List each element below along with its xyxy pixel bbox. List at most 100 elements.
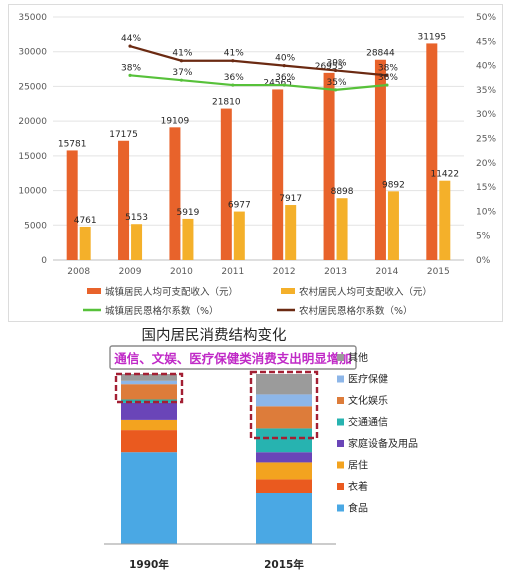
stack-segment-7 bbox=[256, 374, 312, 395]
y-right-tick-label: 40% bbox=[476, 62, 496, 72]
y-left-tick-label: 5000 bbox=[24, 221, 47, 231]
callout-text: 通信、文娱、医疗保健类消费支出明显增加 bbox=[114, 351, 352, 366]
y-right-tick-label: 0% bbox=[476, 256, 491, 266]
bar-data-label: 7917 bbox=[279, 194, 302, 204]
line-data-label: 36% bbox=[378, 73, 398, 83]
line-data-label: 36% bbox=[275, 73, 295, 83]
stack-segment-0 bbox=[121, 452, 177, 544]
legend-swatch bbox=[337, 397, 344, 404]
income-engel-chart-panel: 0 5000 10000 15000 20000 25000 30000 35000 0% 5% 1… bbox=[8, 4, 503, 322]
line-data-label: 39% bbox=[327, 58, 347, 68]
x-tick-label: 2013 bbox=[324, 267, 347, 277]
line-point bbox=[333, 68, 338, 73]
bar-rural-income bbox=[439, 180, 451, 260]
y-left-tick-label: 15000 bbox=[18, 152, 47, 162]
legend-swatch bbox=[337, 440, 344, 447]
line-point bbox=[333, 88, 338, 92]
bar-data-label: 4761 bbox=[74, 216, 97, 226]
line-data-label: 36% bbox=[224, 73, 244, 83]
legend-swatch bbox=[337, 354, 344, 361]
line-data-label: 40% bbox=[275, 54, 295, 64]
legend-label: 居住 bbox=[348, 459, 368, 472]
chart-title: 国内居民消费结构变化 bbox=[142, 327, 287, 344]
line-point bbox=[282, 83, 286, 87]
line-data-label: 41% bbox=[172, 49, 192, 59]
x-tick-label: 2012 bbox=[273, 267, 296, 277]
bar-rural-income bbox=[387, 191, 399, 260]
stack-segment-3 bbox=[121, 402, 177, 420]
y-right-tick-label: 5% bbox=[476, 232, 491, 242]
legend-swatch bbox=[337, 483, 344, 490]
stack-segment-6 bbox=[121, 380, 177, 385]
bar-urban-income bbox=[323, 72, 335, 260]
line-data-label: 38% bbox=[121, 63, 141, 73]
legend-label: 交通通信 bbox=[348, 416, 388, 429]
bar-rural-income bbox=[336, 198, 348, 260]
legend-swatch bbox=[337, 461, 344, 469]
bar-data-label: 31195 bbox=[417, 32, 446, 42]
line-data-label: 38% bbox=[378, 63, 398, 73]
line-point bbox=[385, 83, 389, 87]
legend-label: 农村居民人均可支配收入（元） bbox=[299, 286, 432, 298]
bar-data-label: 8898 bbox=[331, 187, 354, 197]
bar-data-label: 11422 bbox=[430, 170, 459, 180]
bar-data-label: 6977 bbox=[228, 201, 251, 211]
y-left-tick-label: 0 bbox=[41, 256, 47, 266]
legend-swatch bbox=[337, 375, 344, 383]
category-label: 1990年 bbox=[129, 558, 169, 571]
line-point bbox=[128, 44, 132, 48]
stack-segment-5 bbox=[256, 406, 312, 429]
bar-urban-income bbox=[426, 43, 438, 260]
bar-data-label: 5153 bbox=[125, 213, 148, 223]
y-right-tick-label: 15% bbox=[476, 183, 496, 193]
rural-engel-line bbox=[129, 45, 388, 77]
legend-label: 文化娱乐 bbox=[348, 394, 388, 407]
bar-urban-income bbox=[272, 89, 284, 260]
bar-rural-income bbox=[285, 205, 297, 260]
stack-segment-3 bbox=[256, 452, 312, 463]
stack-segment-1 bbox=[121, 430, 177, 453]
bar-rural-income bbox=[79, 226, 91, 260]
urban-engel-line bbox=[129, 74, 388, 92]
legend-swatch bbox=[87, 288, 101, 294]
legend-label: 其他 bbox=[348, 351, 368, 364]
line-data-label: 41% bbox=[224, 49, 244, 59]
legend-label: 城镇居民恩格尔系数（%） bbox=[105, 305, 219, 317]
line-point bbox=[179, 78, 184, 82]
legend-swatch bbox=[337, 504, 344, 512]
income-engel-chart: 0 5000 10000 15000 20000 25000 30000 35000 0% 5% 1… bbox=[18, 13, 496, 317]
y-left-tick-label: 35000 bbox=[18, 13, 47, 23]
stack-segment-6 bbox=[256, 394, 312, 407]
bar-urban-income bbox=[169, 127, 181, 260]
line-point bbox=[231, 59, 235, 63]
stack-segment-2 bbox=[256, 462, 312, 480]
bar-data-label: 17175 bbox=[109, 130, 138, 140]
highlight-box-2015 bbox=[249, 370, 319, 440]
bar-urban-income bbox=[66, 150, 78, 260]
bar-urban-income bbox=[374, 59, 386, 260]
bar-data-label: 28844 bbox=[366, 49, 395, 59]
bar-urban-income bbox=[220, 108, 232, 260]
bar-data-label: 19109 bbox=[161, 116, 190, 126]
stack-segment-2 bbox=[121, 419, 177, 431]
legend-label: 食品 bbox=[348, 502, 368, 515]
bar-data-label: 15781 bbox=[58, 139, 87, 149]
stack-segment-5 bbox=[121, 384, 177, 400]
legend-label: 城镇居民人均可支配收入（元） bbox=[105, 286, 238, 298]
stack-segment-7 bbox=[121, 374, 177, 381]
x-tick-label: 2010 bbox=[170, 267, 193, 277]
y-left-tick-label: 10000 bbox=[18, 187, 47, 197]
bar-data-label: 9892 bbox=[382, 180, 405, 190]
line-data-label: 44% bbox=[121, 34, 141, 44]
y-right-tick-label: 35% bbox=[476, 86, 496, 96]
legend-label: 农村居民恩格尔系数（%） bbox=[299, 305, 413, 317]
line-point bbox=[282, 64, 286, 68]
y-right-tick-label: 30% bbox=[476, 110, 496, 120]
stack-segment-1 bbox=[256, 479, 312, 493]
x-tick-label: 2014 bbox=[375, 267, 398, 277]
bar-data-label: 26955 bbox=[315, 62, 344, 72]
legend-label: 医疗保健 bbox=[348, 373, 388, 386]
legend-label: 家庭设备及用品 bbox=[348, 437, 418, 450]
